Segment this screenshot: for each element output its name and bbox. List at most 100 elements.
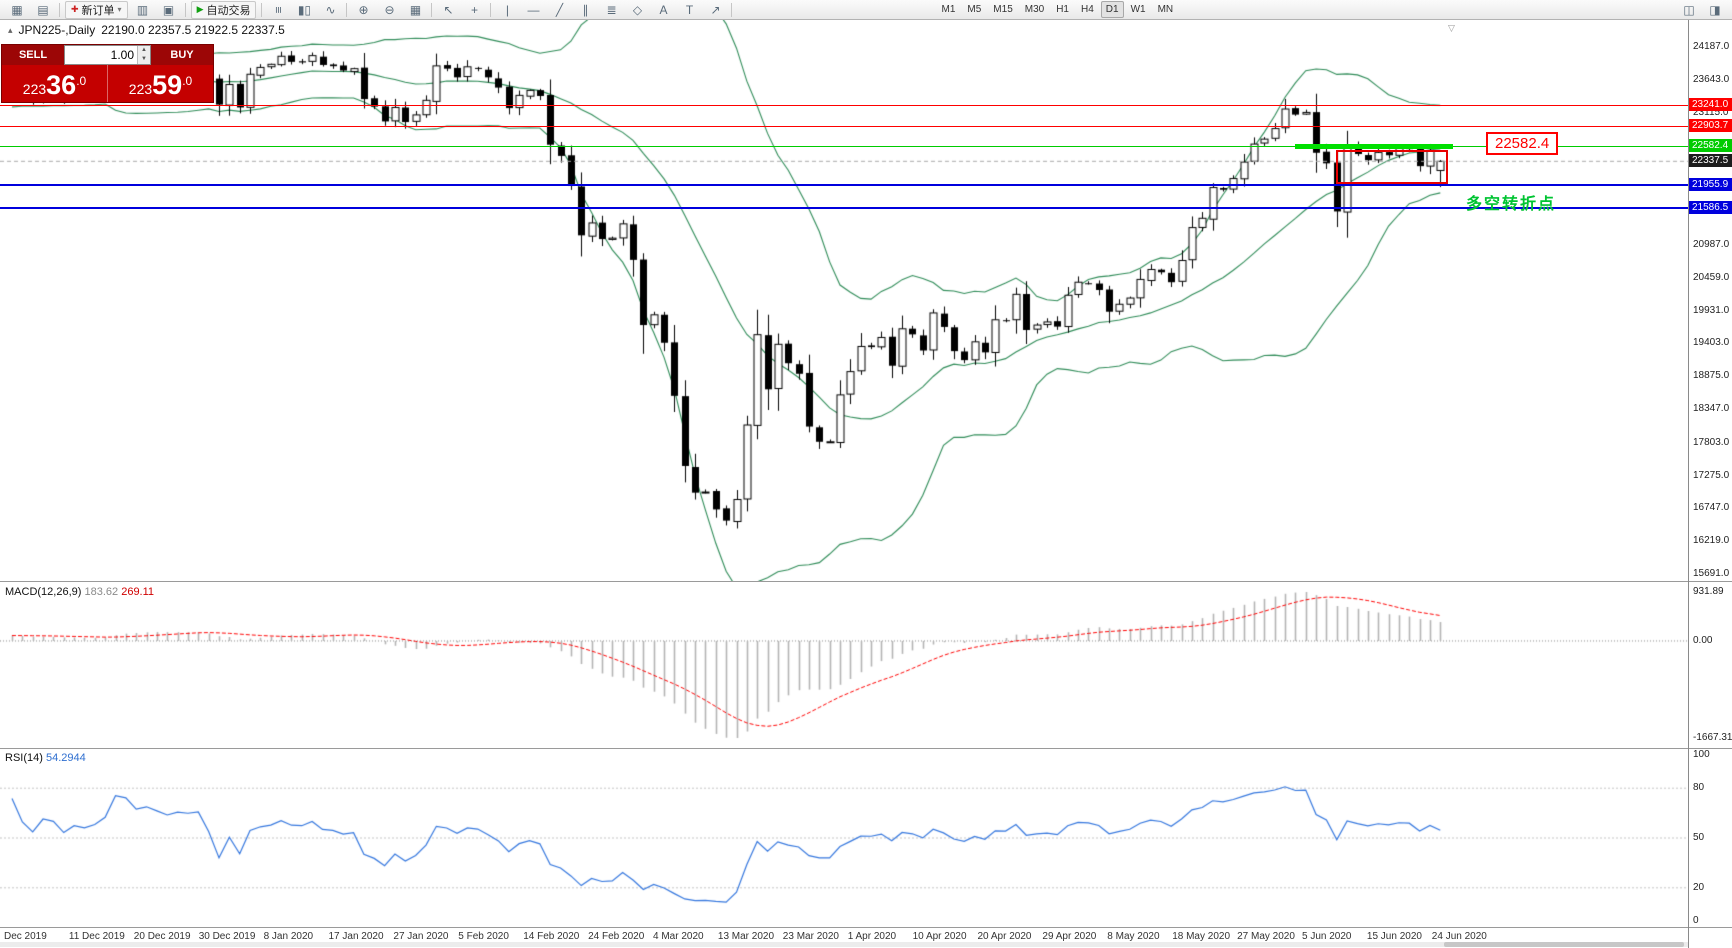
date-axis-label: 24 Jun 2020 <box>1431 931 1487 942</box>
window-cascade-icon[interactable]: ◫ <box>1683 2 1695 17</box>
zoom-in-icon[interactable]: ⊕ <box>358 2 369 17</box>
timeframe-M1[interactable]: M1 <box>941 4 956 15</box>
date-axis-label: 29 Apr 2020 <box>1042 931 1097 942</box>
window-tile-icon[interactable]: ◨ <box>1709 2 1721 17</box>
horizontal-scrollbar[interactable] <box>0 942 1688 947</box>
price-chart-canvas[interactable] <box>0 20 1688 581</box>
toolbar-separator <box>261 2 263 17</box>
timeframe-D1[interactable]: D1 <box>1100 1 1124 18</box>
text-icon[interactable]: A <box>659 2 668 17</box>
date-axis-label: 27 May 2020 <box>1237 931 1295 942</box>
timeframe-H4[interactable]: H4 <box>1081 4 1094 15</box>
timeframe-H1[interactable]: H1 <box>1056 4 1069 15</box>
price-axis-label: 17803.0 <box>1693 436 1730 448</box>
new-order-button[interactable]: ✚ 新订单 ▾ <box>65 0 128 19</box>
text-label-icon[interactable]: T <box>685 2 694 17</box>
rsi-label: RSI(14) 54.2944 <box>5 752 86 764</box>
date-axis-label: 20 Dec 2019 <box>133 931 191 942</box>
horizontal-line-22903.7[interactable] <box>0 125 1688 127</box>
timeframe-M30[interactable]: M30 <box>1024 4 1045 15</box>
date-axis-label: 27 Jan 2020 <box>393 931 449 942</box>
price-axis-label: 23643.0 <box>1693 74 1730 86</box>
annotation-text[interactable]: 多空转折点 <box>1466 196 1557 213</box>
macd-axis-label: -1667.31 <box>1693 732 1732 743</box>
toolbar-separator <box>431 2 433 17</box>
terminal-icon[interactable]: ▣ <box>162 2 175 17</box>
macd-rsi-separator[interactable] <box>0 748 1732 749</box>
toolbar-separator <box>346 2 348 17</box>
lot-input[interactable] <box>65 46 137 64</box>
timeframe-W1[interactable]: W1 <box>1130 4 1146 15</box>
date-axis-label: 10 Apr 2020 <box>912 931 967 942</box>
date-axis-label: Dec 2019 <box>4 931 47 942</box>
fibonacci-icon[interactable]: ≣ <box>606 2 617 17</box>
chart-profiles-icon[interactable]: ▤ <box>37 2 49 17</box>
toolbar: ▦ ▤ ✚ 新订单 ▾ ▥ ▣ ▶ 自动交易 ≡ ▮▯ ∿ ⊕ ⊖ ▦ ↖ + | — ╱ ∥ ≣ ◇ A T ↗ M1 M5 M15 M… <box>0 0 1732 20</box>
lot-increase-button[interactable]: ▲ <box>138 46 150 55</box>
new-chart-icon[interactable]: ▦ <box>11 2 23 17</box>
market-watch-icon[interactable]: ▥ <box>136 2 149 17</box>
timeframe-M5[interactable]: M5 <box>967 4 982 15</box>
date-axis-label: 30 Dec 2019 <box>198 931 256 942</box>
vertical-line-icon[interactable]: | <box>505 2 510 17</box>
price-axis-label: 20987.0 <box>1693 239 1730 251</box>
buy-button[interactable]: BUY <box>151 45 213 65</box>
macd-axis-label: 931.89 <box>1693 586 1724 597</box>
timeframe-MN[interactable]: MN <box>1157 4 1174 15</box>
chart-symbol-period: JPN225-,Daily <box>18 23 96 37</box>
price-tag-label[interactable]: 22582.4 <box>1486 132 1559 155</box>
date-axis-label: 23 Mar 2020 <box>782 931 839 942</box>
macd-current-value: 183.62 <box>84 586 119 598</box>
horizontal-line-21955.9[interactable] <box>0 184 1688 186</box>
sell-price[interactable]: 223 36.0 <box>22 70 87 100</box>
auto-arrange-icon[interactable]: ▦ <box>409 2 422 17</box>
equidistant-channel-icon[interactable]: ∥ <box>582 2 589 17</box>
buy-price[interactable]: 223 59.0 <box>128 70 193 100</box>
rsi-dates-separator <box>0 927 1732 928</box>
consolidation-rectangle-object[interactable] <box>1336 150 1448 184</box>
price-axis-label: 19931.0 <box>1693 304 1730 316</box>
price-axis-label: 16219.0 <box>1693 535 1730 547</box>
auto-trading-button-label: 自动交易 <box>206 4 251 17</box>
chart-symbol-icon: ▴ <box>8 24 13 35</box>
horizontal-line-22582.4[interactable] <box>0 145 1688 147</box>
toolbar-separator <box>490 2 492 17</box>
date-axis-label: 5 Feb 2020 <box>458 931 509 942</box>
date-axis-label: 8 May 2020 <box>1107 931 1160 942</box>
macd-signal-value: 269.11 <box>121 586 155 598</box>
lot-spinner: ▲ ▼ <box>137 46 150 64</box>
rsi-chart-canvas[interactable] <box>0 749 1688 927</box>
date-axis-label: 15 Jun 2020 <box>1366 931 1422 942</box>
trendline-icon[interactable]: ╱ <box>555 2 564 17</box>
candles-chart-icon[interactable]: ▮▯ <box>297 2 312 17</box>
zoom-out-icon[interactable]: ⊖ <box>384 2 395 17</box>
crosshair-icon[interactable]: + <box>470 2 478 17</box>
date-axis-label: 4 Mar 2020 <box>653 931 704 942</box>
shapes-icon[interactable]: ◇ <box>632 2 643 17</box>
sell-button[interactable]: SELL <box>2 45 64 65</box>
rsi-axis-label: 100 <box>1693 749 1710 760</box>
line-chart-icon[interactable]: ∿ <box>325 2 336 17</box>
rsi-axis-label: 50 <box>1693 832 1705 843</box>
date-axis-label: 18 May 2020 <box>1172 931 1231 942</box>
dropdown-caret-icon: ▾ <box>117 5 122 14</box>
lot-decrease-button[interactable]: ▼ <box>138 55 150 64</box>
main-macd-separator[interactable] <box>0 581 1732 582</box>
timeframe-M15[interactable]: M15 <box>993 4 1013 15</box>
macd-chart-canvas[interactable] <box>0 582 1688 748</box>
toolbar-separator <box>59 2 60 17</box>
arrows-icon[interactable]: ↗ <box>710 2 721 17</box>
bars-chart-icon[interactable]: ≡ <box>271 5 286 14</box>
horizontal-line-23241.0[interactable] <box>0 104 1688 106</box>
horizontal-line-icon[interactable]: — <box>527 2 540 17</box>
date-axis-label: 13 Mar 2020 <box>717 931 775 942</box>
auto-trading-button[interactable]: ▶ 自动交易 <box>190 0 257 19</box>
cursor-icon[interactable]: ↖ <box>443 2 454 17</box>
scrollbar-thumb[interactable] <box>1444 942 1684 947</box>
chart-shift-marker-icon[interactable]: ▽ <box>1448 23 1455 33</box>
price-axis-label: 19403.0 <box>1693 337 1730 349</box>
resistance-segment-object[interactable] <box>1295 144 1453 149</box>
horizontal-line-21586.5[interactable] <box>0 206 1688 209</box>
date-axis-label: 5 Jun 2020 <box>1302 931 1352 942</box>
